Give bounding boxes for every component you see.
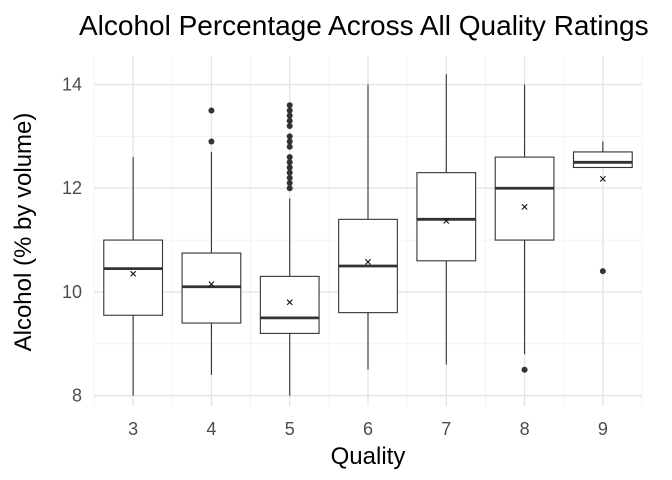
x-tick-label: 9 <box>598 419 608 439</box>
outlier-point <box>286 123 293 129</box>
x-tick-label: 8 <box>520 419 530 439</box>
mean-marker-stroke <box>208 281 215 288</box>
outlier-point <box>286 138 293 145</box>
boxes <box>103 74 633 396</box>
y-tick-label: 12 <box>62 178 82 198</box>
iqr-box <box>494 156 555 241</box>
y-tick-label: 8 <box>72 386 82 406</box>
mean-marker-stroke <box>521 203 528 210</box>
mean-marker <box>286 299 293 306</box>
mean-marker <box>521 203 528 210</box>
box-quality-9 <box>572 141 633 275</box>
outlier-point <box>208 138 215 145</box>
mean-marker-stroke <box>443 217 450 224</box>
box-quality-6 <box>338 84 398 370</box>
outlier-point <box>286 185 293 192</box>
outlier-point <box>286 112 293 119</box>
iqr-box <box>572 151 633 169</box>
box-quality-8 <box>494 84 555 373</box>
outlier-point <box>286 102 293 109</box>
outlier-point <box>286 107 293 114</box>
x-tick-label: 4 <box>206 419 216 439</box>
mean-marker <box>130 270 137 277</box>
iqr-box <box>416 172 477 262</box>
y-axis-title: Alcohol (% by volume) <box>10 113 37 352</box>
outlier-point <box>286 154 293 161</box>
y-tick-label: 10 <box>62 282 82 302</box>
x-tick-label: 7 <box>441 419 451 439</box>
outlier-point <box>286 117 293 124</box>
outlier-point <box>286 169 293 176</box>
outlier-point <box>208 107 215 114</box>
mean-marker-stroke <box>286 299 293 306</box>
mean-marker <box>208 281 215 288</box>
x-axis-title: Quality <box>331 443 406 470</box>
outlier-point <box>286 180 293 187</box>
box-quality-7 <box>416 74 477 365</box>
x-axis-ticks: 3 4 5 6 7 8 9 <box>128 419 608 439</box>
box-quality-4 <box>181 107 242 375</box>
mean-marker-stroke <box>365 258 371 265</box>
mean-marker-stroke <box>599 175 606 182</box>
x-tick-label: 5 <box>285 419 295 439</box>
mean-marker <box>599 175 606 182</box>
iqr-box <box>103 239 164 316</box>
box-quality-5 <box>259 102 320 396</box>
mean-marker <box>365 258 371 265</box>
chart-title: Alcohol Percentage Across All Quality Ra… <box>79 10 649 41</box>
outlier-point <box>286 143 293 150</box>
mean-marker <box>443 217 450 224</box>
outlier-point <box>286 164 293 171</box>
outlier-point <box>286 174 293 181</box>
y-tick-label: 14 <box>62 75 82 95</box>
outlier-point <box>599 268 606 275</box>
outlier-point <box>286 159 293 166</box>
x-tick-label: 3 <box>128 419 138 439</box>
box-quality-3 <box>103 157 164 396</box>
mean-marker-stroke <box>130 270 137 277</box>
iqr-box <box>259 275 320 334</box>
y-axis-ticks: 8 10 12 14 <box>62 75 82 406</box>
x-tick-label: 6 <box>363 419 373 439</box>
outlier-point <box>521 366 528 373</box>
outlier-point <box>286 133 293 140</box>
